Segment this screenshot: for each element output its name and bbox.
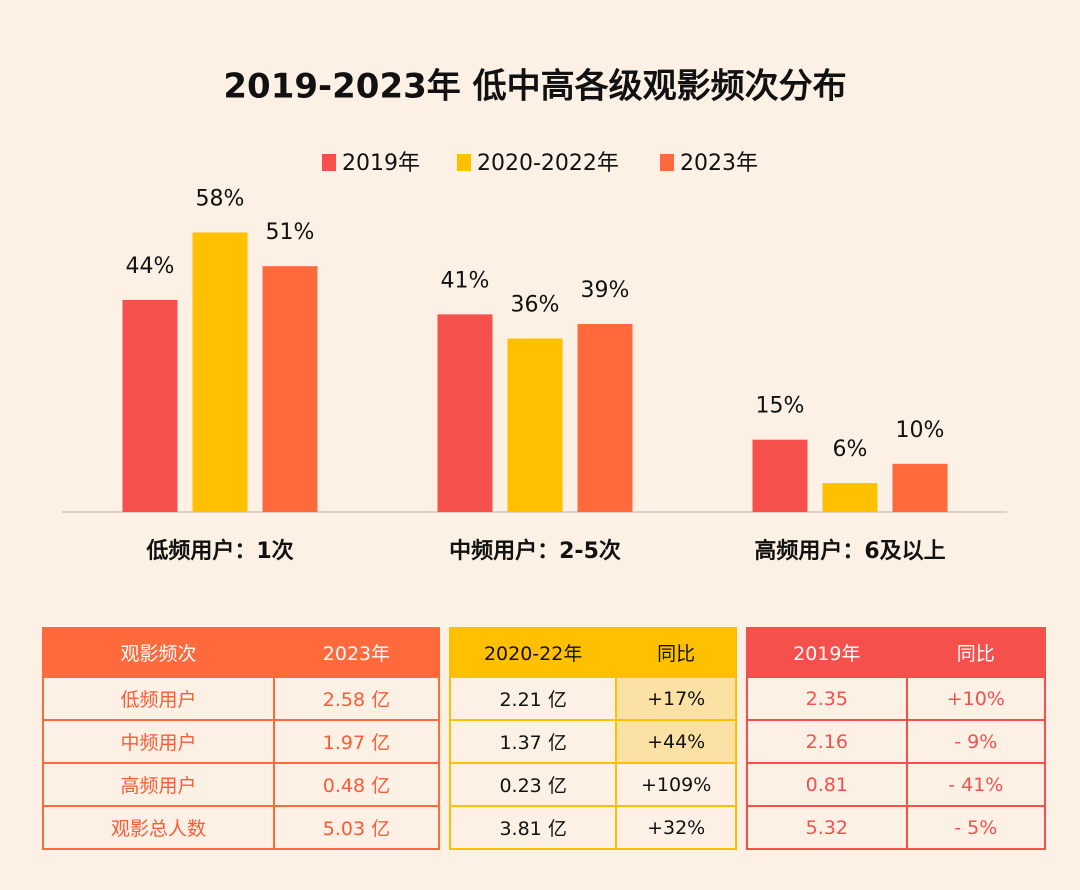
header-cell: 同比: [615, 627, 737, 678]
legend-label: 2019年: [342, 151, 420, 176]
value-label: 58%: [196, 186, 245, 211]
table-cell: 2.21 亿: [448, 676, 618, 721]
table-cell: +44%: [615, 719, 737, 764]
table-cell: 2.16: [746, 719, 908, 764]
legend-label: 2020-2022年: [477, 151, 619, 176]
legend-swatch: [660, 154, 674, 171]
table-cell: 1.37 亿: [448, 719, 618, 764]
table-cell: 1.97 亿: [272, 719, 441, 764]
table-cell: +32%: [615, 805, 737, 850]
value-label: 44%: [126, 254, 175, 279]
table-cell: 3.81 亿: [448, 805, 618, 850]
x-tick-label: 中频用户：2-5次: [449, 538, 621, 564]
table-row: 0.23 亿 +109%: [448, 762, 737, 807]
bar: [822, 483, 878, 512]
table-row: 2.35 +10%: [746, 676, 1047, 721]
bar: [892, 463, 948, 512]
table-row: 中频用户 1.97 亿: [42, 719, 441, 764]
table-row: 低频用户 2.58 亿: [42, 676, 441, 721]
table-cell: 低频用户: [42, 676, 275, 721]
bar: [192, 232, 248, 512]
table: 观影频次 2023年 低频用户 2.58 亿中频用户 1.97 亿高频用户 0.48 亿观…: [42, 627, 441, 850]
table-cell: - 5%: [905, 805, 1047, 850]
value-label: 51%: [266, 220, 315, 245]
bar: [577, 324, 633, 512]
table-cell: 观影总人数: [42, 805, 275, 850]
table-cell: 0.81: [746, 762, 908, 807]
table-cell: 2.58 亿: [272, 676, 441, 721]
table: 2019年 同比 2.35 +10% 2.16- 9% 0.81- 41% 5.32- 5%: [746, 627, 1047, 850]
table-cell: 2.35: [746, 676, 908, 721]
table-cell: 0.48 亿: [272, 762, 441, 807]
legend-swatch: [322, 154, 336, 171]
value-label: 36%: [511, 292, 560, 317]
table-row: 2.16- 9%: [746, 719, 1047, 764]
table: 2020-22年 同比 2.21 亿 +17% 1.37 亿 +44% 0.23 亿 +109…: [448, 627, 737, 850]
table-row: 2.21 亿 +17%: [448, 676, 737, 721]
header-row: 2020-22年 同比: [448, 627, 737, 678]
value-label: 10%: [896, 418, 945, 443]
value-label: 39%: [581, 278, 630, 303]
bar: [507, 338, 563, 512]
table-row: 5.32- 5%: [746, 805, 1047, 850]
legend-swatch: [457, 154, 471, 171]
value-label: 15%: [756, 394, 805, 419]
bar: [262, 266, 318, 512]
header-cell: 2020-22年: [448, 627, 618, 678]
x-tick-label: 低频用户：1次: [145, 538, 293, 564]
bar: [122, 299, 178, 512]
table-row: 3.81 亿 +32%: [448, 805, 737, 850]
chart-title: 2019-2023年 低中高各级观影频次分布: [223, 67, 846, 107]
value-label: 6%: [833, 437, 868, 462]
table-cell: - 41%: [905, 762, 1047, 807]
table-row: 1.37 亿 +44%: [448, 719, 737, 764]
table-cell: 0.23 亿: [448, 762, 618, 807]
table-cell: 5.03 亿: [272, 805, 441, 850]
table-cell: 5.32: [746, 805, 908, 850]
table-cell: +109%: [615, 762, 737, 807]
table-row: 高频用户 0.48 亿: [42, 762, 441, 807]
x-tick-label: 高频用户：6及以上: [754, 538, 945, 564]
header-row: 观影频次 2023年: [42, 627, 441, 678]
header-cell: 同比: [905, 627, 1047, 678]
table-cell: 中频用户: [42, 719, 275, 764]
value-label: 41%: [441, 268, 490, 293]
table-row: 0.81- 41%: [746, 762, 1047, 807]
legend-label: 2023年: [680, 151, 758, 176]
bar: [437, 314, 493, 512]
table-cell: +10%: [905, 676, 1047, 721]
table-cell: 高频用户: [42, 762, 275, 807]
table-cell: +17%: [615, 676, 737, 721]
table-cell: - 9%: [905, 719, 1047, 764]
header-row: 2019年 同比: [746, 627, 1047, 678]
table-row: 观影总人数 5.03 亿: [42, 805, 441, 850]
bar: [752, 439, 808, 512]
header-cell: 2019年: [746, 627, 908, 678]
header-cell: 观影频次: [42, 627, 275, 678]
chart: 2019-2023年 低中高各级观影频次分布 2019年 2020-2022年 20…: [62, 67, 1007, 564]
header-cell: 2023年: [272, 627, 441, 678]
